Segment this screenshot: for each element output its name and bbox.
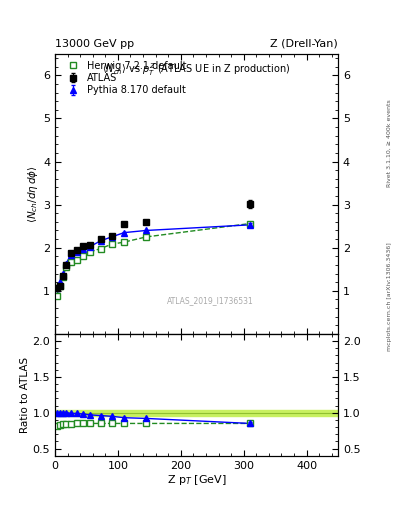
Herwig 7.2.1 default	[54, 293, 59, 299]
Herwig 7.2.1 default	[75, 257, 79, 263]
Herwig 7.2.1 default	[57, 284, 62, 290]
Text: Z (Drell-Yan): Z (Drell-Yan)	[270, 38, 338, 49]
Herwig 7.2.1 default	[144, 234, 149, 240]
Y-axis label: $\langle N_{ch}/d\eta\, d\phi\rangle$: $\langle N_{ch}/d\eta\, d\phi\rangle$	[26, 165, 40, 223]
Text: 13000 GeV pp: 13000 GeV pp	[55, 38, 134, 49]
Line: Herwig 7.2.1 default: Herwig 7.2.1 default	[53, 221, 253, 299]
Text: ATLAS_2019_I1736531: ATLAS_2019_I1736531	[167, 296, 254, 305]
Y-axis label: Ratio to ATLAS: Ratio to ATLAS	[20, 357, 29, 433]
Herwig 7.2.1 default	[81, 253, 86, 260]
Herwig 7.2.1 default	[61, 274, 65, 280]
X-axis label: Z p$_T$ [GeV]: Z p$_T$ [GeV]	[167, 473, 226, 487]
Text: mcplots.cern.ch [arXiv:1306.3436]: mcplots.cern.ch [arXiv:1306.3436]	[387, 243, 391, 351]
Herwig 7.2.1 default	[64, 264, 68, 270]
Bar	[55, 410, 338, 416]
Legend: Herwig 7.2.1 default, ATLAS, Pythia 8.170 default: Herwig 7.2.1 default, ATLAS, Pythia 8.17…	[60, 58, 189, 97]
Text: $\langle N_{ch}\rangle$ vs $p_T^Z$ (ATLAS UE in Z production): $\langle N_{ch}\rangle$ vs $p_T^Z$ (ATLA…	[102, 61, 291, 77]
Herwig 7.2.1 default	[109, 241, 114, 247]
Herwig 7.2.1 default	[87, 249, 92, 255]
Herwig 7.2.1 default	[68, 259, 73, 265]
Herwig 7.2.1 default	[122, 239, 127, 245]
Text: Rivet 3.1.10, ≥ 400k events: Rivet 3.1.10, ≥ 400k events	[387, 99, 391, 187]
Herwig 7.2.1 default	[248, 221, 252, 227]
Herwig 7.2.1 default	[98, 245, 103, 251]
